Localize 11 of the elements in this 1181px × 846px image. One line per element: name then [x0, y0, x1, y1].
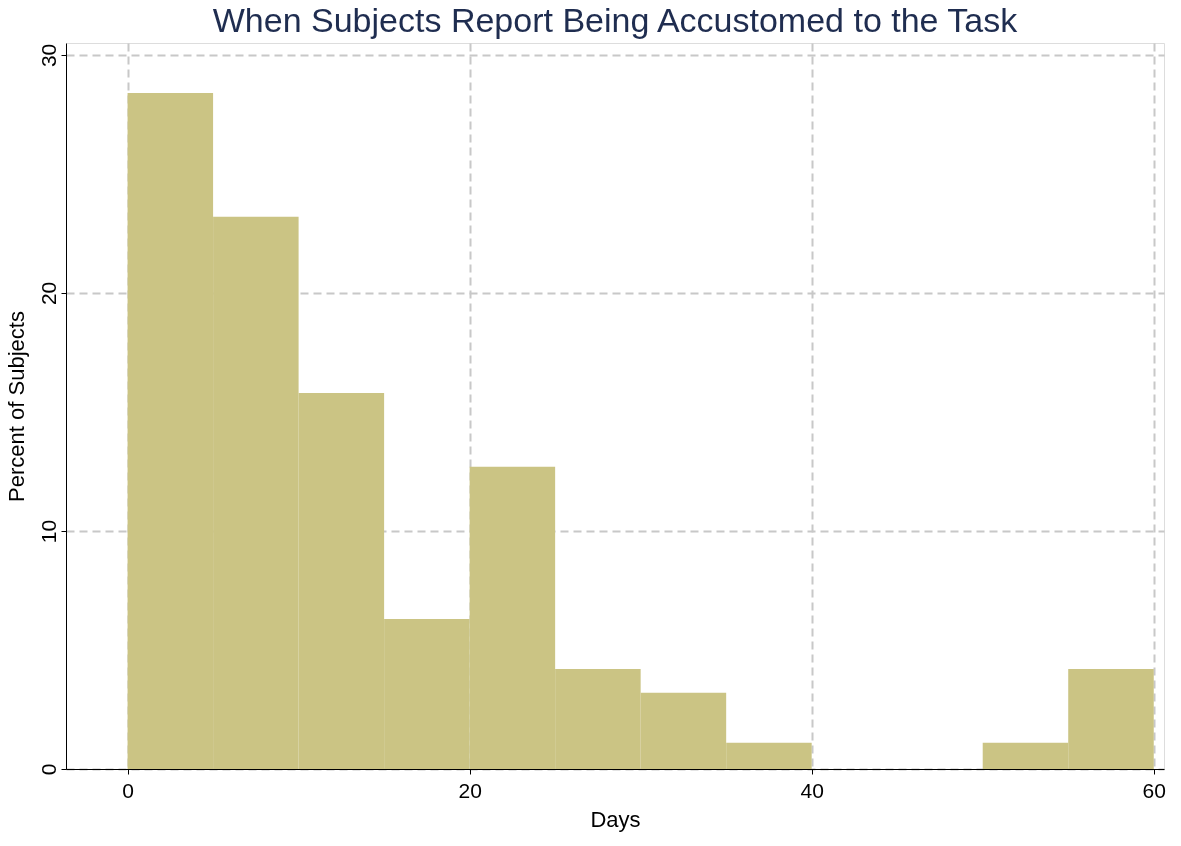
chart-title: When Subjects Report Being Accustomed to the Task — [212, 1, 1019, 39]
x-tick-label: 0 — [122, 778, 134, 802]
y-tick-label: 20 — [36, 281, 60, 306]
y-tick-label: 30 — [36, 43, 60, 68]
x-tick-label: 20 — [458, 778, 482, 802]
x-tick-label: 60 — [1142, 778, 1166, 802]
y-tick-label: 10 — [36, 519, 60, 544]
y-axis-title: Percent of Subjects — [3, 311, 29, 502]
x-tick-label: 40 — [800, 778, 824, 802]
x-axis-title: Days — [590, 806, 641, 832]
y-tick-label: 0 — [36, 763, 60, 776]
